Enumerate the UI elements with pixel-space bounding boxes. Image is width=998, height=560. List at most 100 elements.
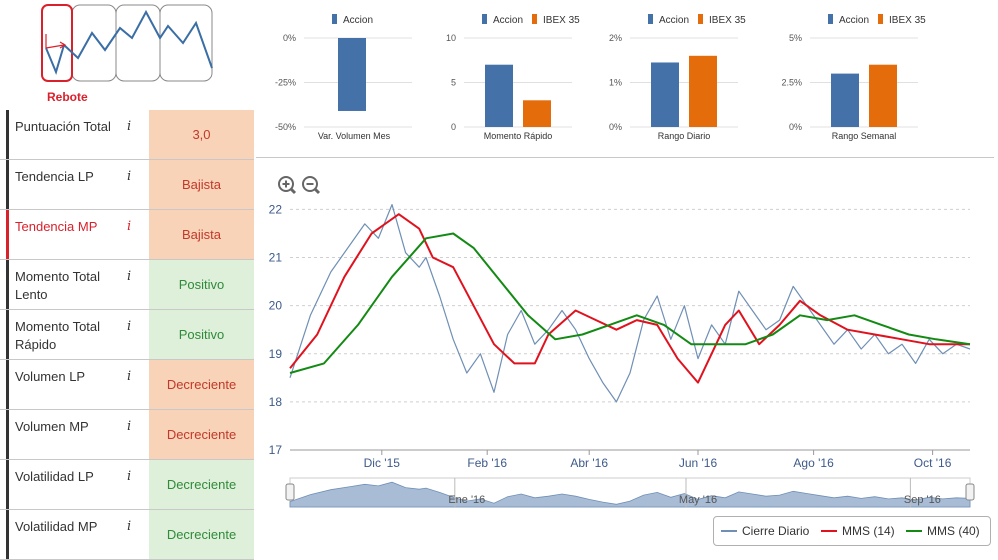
legend-mms40[interactable]: MMS (40) <box>906 524 980 538</box>
zoom-out-icon[interactable] <box>302 176 321 195</box>
x-axis-label: Var. Volumen Mes <box>318 131 391 141</box>
navigator-left-handle[interactable] <box>285 483 295 501</box>
price-chart[interactable]: 22 21 20 19 18 17 Dic '15 Feb '16 Abr '16 Jun '16… <box>262 165 998 553</box>
y-tick-label: 18 <box>269 395 283 409</box>
y-tick-label: 0 <box>451 122 456 132</box>
legend-label: IBEX 35 <box>543 15 580 26</box>
score-row[interactable]: Volatilidad LP i Decreciente <box>0 460 254 510</box>
score-value: Decreciente <box>149 410 254 459</box>
mini-legend-item[interactable]: Accion <box>828 14 869 26</box>
mini-chart-svg: Accion IBEX 35 5% 2.5% 0% Rango Semanal <box>781 14 926 141</box>
score-value: Decreciente <box>149 360 254 409</box>
bar[interactable] <box>689 55 717 127</box>
score-row[interactable]: Tendencia LP i Bajista <box>0 160 254 210</box>
x-tick-label: Feb '16 <box>467 456 507 470</box>
score-value: Positivo <box>149 260 254 309</box>
x-tick-label: Dic '15 <box>364 456 401 470</box>
legend-swatch <box>532 14 537 24</box>
navigator-label: Ene '16 <box>448 494 485 506</box>
bar[interactable] <box>831 73 859 127</box>
score-label-cell: Momento Total Lento i <box>6 260 151 309</box>
mini-legend-item[interactable]: Accion <box>332 14 373 26</box>
legend-cierre[interactable]: Cierre Diario <box>721 524 809 538</box>
score-label: Tendencia LP <box>15 169 94 184</box>
mini-chart: Accion IBEX 35 5% 2.5% 0% Rango Semanal <box>768 0 938 150</box>
score-value: Bajista <box>149 160 254 209</box>
y-tick-label: 1% <box>609 78 622 88</box>
y-tick-label: 10 <box>446 33 456 43</box>
navigator-label: May '16 <box>679 494 717 506</box>
legend-label: Accion <box>839 15 869 26</box>
y-tick-label: 20 <box>269 299 283 313</box>
navigator-right-handle[interactable] <box>965 483 975 501</box>
info-icon[interactable]: i <box>127 419 132 434</box>
legend-label: Accion <box>343 15 373 26</box>
score-value: Bajista <box>149 210 254 259</box>
legend-swatch <box>828 14 833 24</box>
bar[interactable] <box>523 100 551 127</box>
legend-swatch <box>482 14 487 24</box>
x-tick-label: Jun '16 <box>679 456 718 470</box>
score-row[interactable]: Volatilidad MP i Decreciente <box>0 510 254 560</box>
series-mms14-line[interactable] <box>289 213 970 384</box>
mini-chart-svg: Accion IBEX 35 2% 1% 0% Rango Diario <box>609 14 746 141</box>
legend-swatch <box>648 14 653 24</box>
info-icon[interactable]: i <box>127 169 132 184</box>
info-icon[interactable]: i <box>127 519 132 534</box>
mini-chart: Accion IBEX 35 2% 1% 0% Rango Diario <box>588 0 758 150</box>
zoom-in-icon[interactable] <box>278 176 297 195</box>
info-icon[interactable]: i <box>127 269 132 284</box>
legend-swatch <box>332 14 337 24</box>
legend-label: Accion <box>493 15 523 26</box>
mini-legend-item[interactable]: IBEX 35 <box>878 14 926 26</box>
score-label: Volumen LP <box>15 369 86 384</box>
bar[interactable] <box>869 64 897 127</box>
chart-legend: Cierre Diario MMS (14) MMS (40) <box>713 516 991 546</box>
y-tick-label: -25% <box>275 78 296 88</box>
score-label: Volumen MP <box>15 419 89 434</box>
mini-legend-item[interactable]: IBEX 35 <box>532 14 580 26</box>
score-row[interactable]: Momento Total Lento i Positivo <box>0 260 254 310</box>
mini-chart: Accion IBEX 35 10 5 0 Momento Rápido <box>422 0 592 150</box>
signal-pattern-box: Rebote <box>0 0 254 108</box>
series-mms40-line[interactable] <box>289 232 971 374</box>
x-tick-label: Abr '16 <box>570 456 608 470</box>
score-label: Volatilidad LP <box>15 469 94 484</box>
info-icon[interactable]: i <box>127 469 132 484</box>
score-label-cell: Momento Total Rápido i <box>6 310 151 359</box>
series-cierre-line[interactable] <box>289 203 971 403</box>
score-value: Positivo <box>149 310 254 359</box>
bar[interactable] <box>651 62 679 127</box>
info-icon[interactable]: i <box>127 219 132 234</box>
score-row[interactable]: Puntuación Total i 3,0 <box>0 110 254 160</box>
signal-pattern-icon <box>41 4 213 82</box>
y-tick-label: -50% <box>275 122 296 132</box>
legend-mms14[interactable]: MMS (14) <box>821 524 895 538</box>
bar[interactable] <box>338 38 366 111</box>
score-label: Momento Total Rápido <box>15 319 101 352</box>
info-icon[interactable]: i <box>127 119 132 134</box>
score-label-cell: Volatilidad MP i <box>6 510 151 559</box>
score-row[interactable]: Tendencia MP i Bajista <box>0 210 254 260</box>
x-tick-label: Ago '16 <box>793 456 834 470</box>
mini-legend-item[interactable]: IBEX 35 <box>698 14 746 26</box>
y-tick-label: 0% <box>283 33 296 43</box>
y-tick-label: 5% <box>789 33 802 43</box>
y-tick-label: 0% <box>789 122 802 132</box>
legend-label: IBEX 35 <box>889 15 926 26</box>
score-value: 3,0 <box>149 110 254 159</box>
score-label-cell: Tendencia MP i <box>6 210 151 259</box>
score-row[interactable]: Momento Total Rápido i Positivo <box>0 310 254 360</box>
mini-legend-item[interactable]: Accion <box>482 14 523 26</box>
y-tick-label: 22 <box>269 202 283 216</box>
score-row[interactable]: Volumen LP i Decreciente <box>0 360 254 410</box>
score-label: Volatilidad MP <box>15 519 98 534</box>
info-icon[interactable]: i <box>127 319 132 334</box>
score-label: Puntuación Total <box>15 119 111 134</box>
score-row[interactable]: Volumen MP i Decreciente <box>0 410 254 460</box>
navigator-area <box>289 481 971 508</box>
mini-legend-item[interactable]: Accion <box>648 14 689 26</box>
bar[interactable] <box>485 64 513 127</box>
info-icon[interactable]: i <box>127 369 132 384</box>
y-tick-label: 0% <box>609 122 622 132</box>
